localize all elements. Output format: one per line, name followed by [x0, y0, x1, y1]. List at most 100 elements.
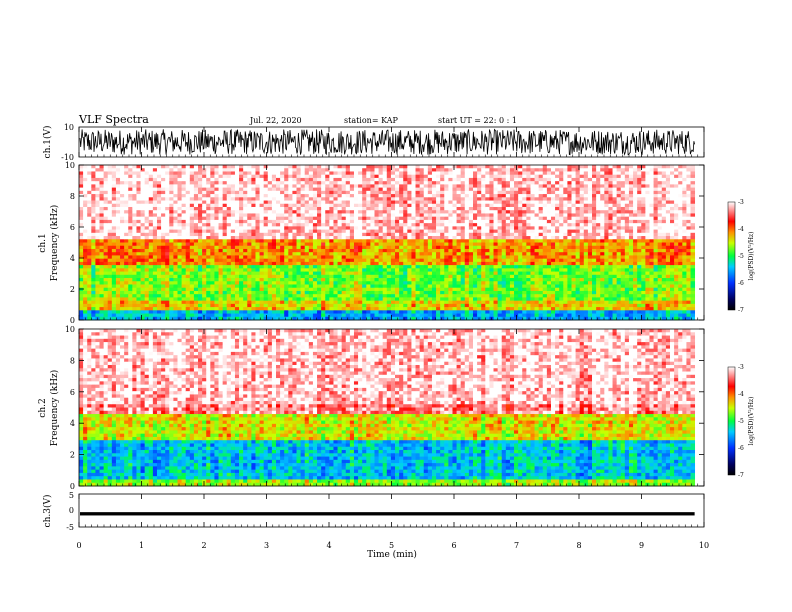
spectrogram-cell — [423, 268, 429, 272]
spectrogram-cell — [321, 174, 326, 179]
spectrogram-cell — [296, 258, 302, 263]
spectrogram-cell — [185, 248, 191, 253]
spectrogram-cell — [390, 236, 396, 240]
spectrogram-cell — [120, 284, 125, 289]
spectrogram-cell — [444, 197, 449, 201]
spectrogram-cell — [440, 187, 445, 192]
spectrogram-cell — [181, 297, 187, 302]
spectrogram-cell — [181, 255, 187, 260]
spectrogram-cell — [263, 210, 269, 214]
spectrogram-cell — [132, 210, 137, 214]
spectrogram-cell — [173, 213, 178, 218]
spectrogram-cell — [79, 313, 84, 318]
spectrogram-cell — [477, 232, 482, 237]
spectrogram-cell — [349, 242, 355, 247]
spectrogram-cell — [349, 307, 355, 311]
spectrogram-cell — [366, 216, 371, 221]
spectrogram-cell — [230, 219, 236, 224]
spectrogram-cell — [239, 294, 244, 298]
spectrogram-cell — [485, 210, 490, 214]
spectrogram-cell — [407, 287, 412, 292]
spectrogram-cell — [239, 194, 244, 198]
spectrogram-cell — [403, 236, 408, 240]
spectrogram-cell — [374, 303, 379, 308]
spectrogram-cell — [284, 265, 289, 269]
spectrogram-cell — [341, 307, 347, 311]
spectrogram-cell — [395, 200, 400, 205]
spectrogram-cell — [234, 316, 240, 321]
spectrogram-cell — [271, 216, 277, 221]
spectrogram-cell — [382, 261, 388, 266]
spectrogram-cell — [95, 242, 100, 247]
spectrogram-cell — [436, 229, 441, 234]
spectrogram-cell — [247, 165, 252, 169]
spectrogram-cell — [370, 171, 375, 176]
spectrogram-cell — [243, 274, 248, 279]
spectrogram-cell — [436, 210, 441, 214]
spectrogram-cell — [132, 200, 137, 205]
spectrogram-cell — [177, 184, 182, 189]
spectrogram-cell — [198, 232, 203, 237]
spectrogram-cell — [431, 268, 437, 272]
spectrogram-cell — [107, 210, 113, 214]
spectrogram-cell — [91, 242, 96, 247]
spectrogram-cell — [271, 287, 277, 292]
spectrogram-cell — [436, 168, 441, 172]
spectrogram-cell — [210, 310, 215, 314]
spectrogram-cell — [103, 268, 109, 272]
spectrogram-cell — [481, 303, 486, 308]
spectrogram-cell — [222, 216, 228, 221]
spectrogram-cell — [452, 284, 457, 289]
spectrogram-cell — [198, 258, 203, 263]
spectrogram-cell — [362, 313, 367, 318]
spectrogram-cell — [226, 294, 232, 298]
spectrogram-cell — [473, 194, 478, 198]
spectrogram-cell — [374, 287, 379, 292]
spectrogram-cell — [337, 239, 343, 243]
spectrogram-cell — [419, 300, 425, 305]
spectrogram-cell — [419, 278, 425, 282]
spectrogram-cell — [206, 271, 211, 276]
spectrogram-cell — [267, 226, 273, 230]
spectrogram-cell — [239, 200, 244, 205]
spectrogram-cell — [251, 300, 256, 305]
spectrogram-cell — [481, 219, 486, 224]
spectrogram-cell — [120, 265, 125, 269]
spectrogram-cell — [218, 171, 224, 176]
spectrogram-cell — [481, 274, 486, 279]
spectrogram-cell — [333, 313, 338, 318]
spectrogram-cell — [111, 290, 117, 295]
spectrogram-cell — [481, 210, 486, 214]
spectrogram-cell — [329, 316, 334, 321]
spectrogram-cell — [177, 313, 182, 318]
spectrogram-cell — [304, 190, 310, 195]
spectrogram-cell — [345, 284, 351, 289]
spectrogram-cell — [107, 248, 113, 253]
spectrogram-cell — [156, 177, 162, 182]
spectrogram-cell — [312, 310, 318, 314]
spectrogram-cell — [181, 294, 187, 298]
spectrogram-cell — [128, 206, 133, 211]
spectrogram-cell — [222, 255, 228, 260]
spectrogram-cell — [382, 252, 388, 256]
spectrogram-cell — [91, 307, 96, 311]
spectrogram-cell — [333, 229, 338, 234]
spectrogram-cell — [140, 168, 146, 172]
spectrogram-cell — [427, 184, 433, 189]
spectrogram-cell — [161, 287, 166, 292]
spectrogram-cell — [198, 248, 203, 253]
spectrogram-cell — [300, 300, 306, 305]
spectrogram-cell — [103, 300, 109, 305]
spectrogram-cell — [128, 297, 133, 302]
spectrogram-cell — [333, 174, 338, 179]
spectrogram-cell — [226, 177, 232, 182]
spectrogram-cell — [349, 236, 355, 240]
spectrogram-cell — [436, 232, 441, 237]
spectrogram-cell — [473, 281, 478, 285]
spectrogram-cell — [341, 210, 347, 214]
spectrogram-cell — [152, 200, 158, 205]
spectrogram-cell — [485, 236, 490, 240]
spectrogram-cell — [497, 226, 503, 230]
spectrogram-cell — [493, 261, 499, 266]
spectrogram-cell — [325, 190, 330, 195]
